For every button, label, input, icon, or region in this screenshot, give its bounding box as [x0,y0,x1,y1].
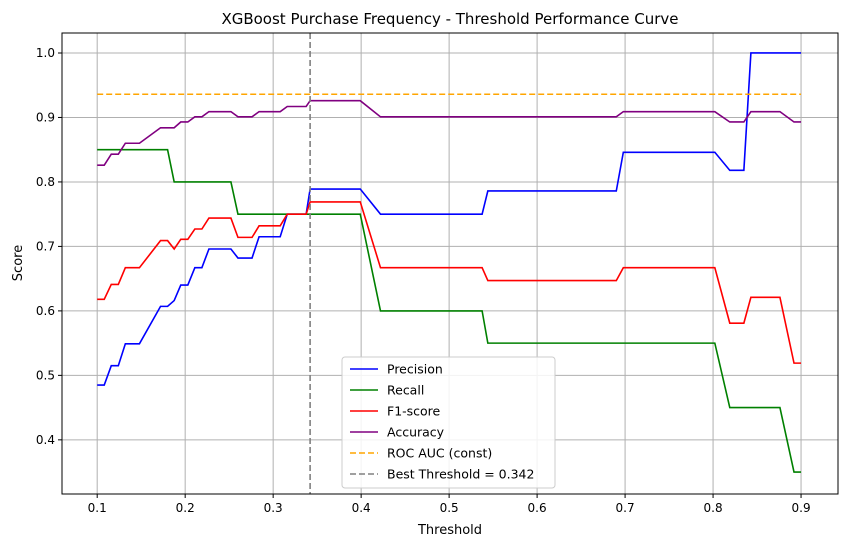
series-line-precision [97,52,802,386]
series-line-f1-score [97,201,802,364]
x-tick-label: 0.5 [440,501,459,515]
plot-frame [61,32,839,495]
legend-label: ROC AUC (const) [387,446,492,461]
legend-label: Accuracy [387,425,445,440]
legend-label: Precision [387,362,443,377]
legend-label: F1-score [387,404,441,419]
series-line-recall [97,148,802,473]
x-axis-label: Threshold [417,523,482,538]
y-tick-label: 0.6 [36,304,55,318]
y-tick-label: 0.8 [36,175,55,189]
y-tick-label: 0.4 [36,433,55,447]
series-line-accuracy [97,99,802,166]
x-tick-label: 0.1 [88,501,107,515]
x-tick-label: 0.6 [528,501,547,515]
y-axis-label: Score [11,245,26,281]
legend: Precision Recall F1-score Accuracy ROC AUC (… [341,356,556,489]
y-tick-label: 1.0 [36,46,55,60]
x-tick-label: 0.9 [792,501,811,515]
x-tick-label: 0.2 [176,501,195,515]
y-tick-label: 0.7 [36,239,55,253]
y-tick-label: 0.5 [36,368,55,382]
x-tick-label: 0.8 [704,501,723,515]
y-tick-label: 0.9 [36,110,55,124]
legend-box [341,356,556,489]
legend-label: Best Threshold = 0.342 [387,467,534,482]
x-tick-label: 0.3 [264,501,283,515]
chart-title: XGBoost Purchase Frequency - Threshold P… [221,10,678,28]
x-tick-label: 0.4 [352,501,371,515]
x-tick-label: 0.7 [616,501,635,515]
legend-label: Recall [387,383,424,398]
